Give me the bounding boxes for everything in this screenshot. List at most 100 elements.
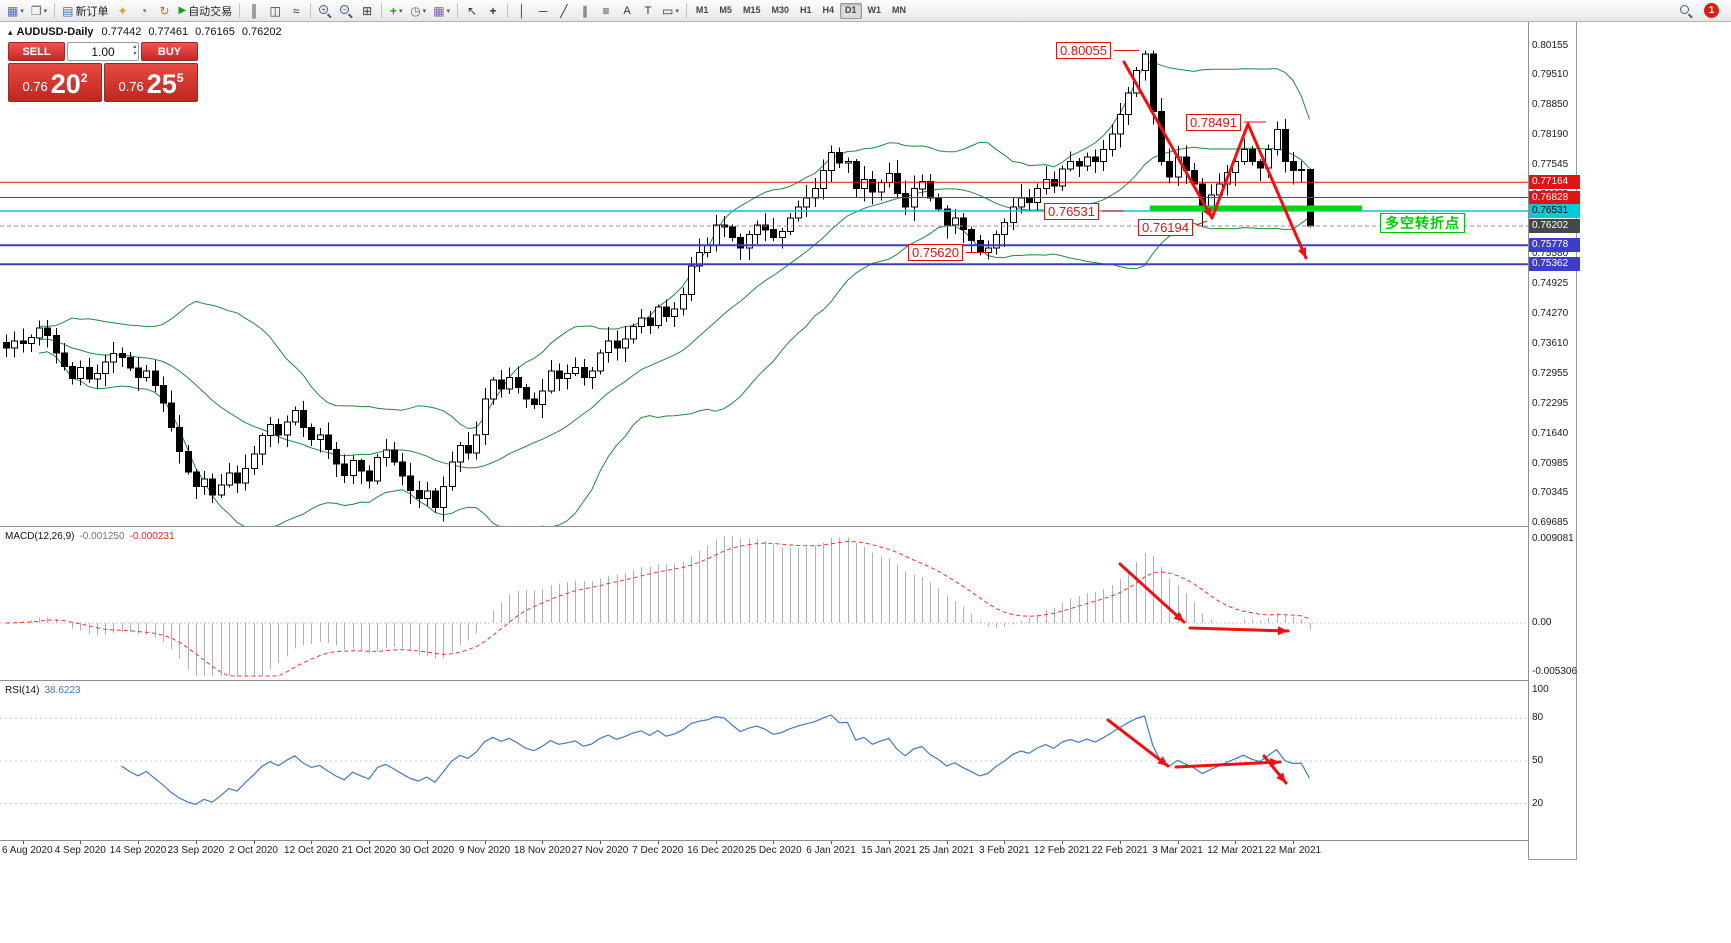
- toolbar-separator: [457, 3, 459, 18]
- chevron-down-icon: ▾: [675, 7, 679, 15]
- market-watch-button[interactable]: ◔: [133, 2, 153, 20]
- time-axis-label: 3 Mar 2021: [1152, 845, 1203, 856]
- new-chart-button[interactable]: ▦ ▾: [4, 2, 27, 20]
- timeframe-m5[interactable]: M5: [714, 3, 737, 19]
- price-scale-label: 0.72955: [1532, 367, 1569, 379]
- horizontal-line-button[interactable]: ─: [533, 2, 553, 20]
- volume-spinner[interactable]: ▴ ▾: [133, 44, 136, 58]
- ohlc-high: 0.77461: [148, 26, 189, 38]
- periods-button[interactable]: ◷ ▾: [407, 2, 429, 20]
- sell-button[interactable]: SELL: [8, 42, 65, 61]
- chart-profiles-button[interactable]: ❒ ▾: [28, 2, 50, 20]
- timeframe-mn[interactable]: MN: [887, 3, 911, 19]
- crosshair-button[interactable]: +: [483, 2, 503, 20]
- macd-panel-canvas[interactable]: [0, 528, 1528, 680]
- time-axis-label: 21 Oct 2020: [341, 845, 397, 856]
- time-axis-label: 27 Nov 2020: [571, 845, 629, 856]
- auto-trading-button[interactable]: ▶ 自动交易: [175, 2, 235, 20]
- time-axis-label: 16 Dec 2020: [687, 845, 744, 856]
- rsi-panel-canvas[interactable]: [0, 682, 1528, 840]
- sell-price-tile[interactable]: 0.76 20 2: [8, 63, 102, 102]
- price-scale-label: 0.75580: [1532, 248, 1569, 260]
- line-chart-button[interactable]: ≈: [286, 2, 306, 20]
- time-tick: [600, 841, 601, 844]
- toolbar-separator: [507, 3, 509, 18]
- spinner-down-icon[interactable]: ▾: [132, 51, 136, 57]
- buy-price-tile[interactable]: 0.76 25 5: [104, 63, 198, 102]
- time-axis-label: 12 Feb 2021: [1033, 845, 1091, 856]
- macd-label: MACD(12,26,9) -0.001250 -0.000231: [5, 531, 175, 542]
- price-tag[interactable]: 0.75362: [1529, 257, 1580, 272]
- timeframe-m15[interactable]: M15: [738, 3, 766, 19]
- order-document-icon: ▤: [62, 3, 74, 18]
- timeframe-m1[interactable]: M1: [691, 3, 714, 19]
- time-tick: [1235, 841, 1237, 844]
- tile-windows-button[interactable]: ⊞: [357, 2, 377, 20]
- price-tag[interactable]: 0.75778: [1529, 238, 1580, 253]
- time-axis[interactable]: 6 Aug 2020 4 Sep 2020 14 Sep 2020 23 Sep 20…: [0, 840, 1528, 860]
- trendline-button[interactable]: ╱: [554, 2, 574, 20]
- price-label-support-75620[interactable]: 0.75620: [908, 244, 963, 261]
- price-scale-label: 0.78850: [1532, 99, 1569, 111]
- time-axis-label: 15 Jan 2021: [861, 845, 917, 856]
- sell-price-sup: 2: [80, 71, 88, 85]
- bar-chart-button[interactable]: ║: [244, 2, 264, 20]
- price-scale-label: 0.70345: [1532, 486, 1569, 498]
- main-chart-canvas[interactable]: [0, 22, 1528, 526]
- channel-button[interactable]: ∥: [575, 2, 595, 20]
- volume-field[interactable]: 1.00 ▴ ▾: [67, 42, 139, 61]
- turning-point-label[interactable]: 多空转折点: [1380, 213, 1465, 233]
- buy-button[interactable]: BUY: [141, 42, 198, 61]
- profiles-button[interactable]: ✦: [112, 2, 132, 20]
- timeframe-h4[interactable]: H4: [817, 3, 839, 19]
- price-label-low-76194[interactable]: 0.76194: [1138, 219, 1193, 236]
- price-label-pivot-76531[interactable]: 0.76531: [1044, 203, 1099, 220]
- notification-badge[interactable]: 1: [1704, 3, 1719, 18]
- macd-name: MACD(12,26,9): [5, 531, 75, 542]
- ohlc-open: 0.77442: [101, 26, 142, 38]
- price-scale-label: 0.72295: [1532, 398, 1569, 409]
- zoom-out-button[interactable]: −: [336, 2, 356, 20]
- sell-button-label: SELL: [22, 45, 51, 58]
- fibonacci-icon: ≡: [602, 3, 610, 18]
- shapes-button[interactable]: ▭ ▾: [659, 2, 682, 20]
- cursor-button[interactable]: ↖: [462, 2, 482, 20]
- timeframe-w1[interactable]: W1: [863, 3, 887, 19]
- zoom-in-button[interactable]: +: [315, 2, 335, 20]
- refresh-icon: ↻: [159, 3, 170, 18]
- price-tag[interactable]: 0.77164: [1529, 175, 1580, 190]
- sell-price-big: 20: [50, 69, 81, 99]
- toolbar-separator: [54, 3, 56, 18]
- indicators-button[interactable]: + ▾: [386, 2, 406, 20]
- time-axis-label: 3 Feb 2021: [978, 845, 1030, 856]
- price-label-high-80055[interactable]: 0.80055: [1056, 42, 1111, 59]
- price-tag[interactable]: 0.76828: [1529, 190, 1580, 205]
- panel-divider[interactable]: [0, 680, 1576, 681]
- timeframe-d1[interactable]: D1: [840, 2, 862, 19]
- line-chart-icon: ≈: [292, 3, 300, 18]
- price-tag[interactable]: 0.76531: [1529, 204, 1580, 218]
- search-button[interactable]: [1676, 2, 1696, 20]
- time-axis-label: 2 Oct 2020: [229, 845, 278, 856]
- spinner-up-icon[interactable]: ▴: [132, 44, 136, 50]
- refresh-button[interactable]: ↻: [154, 2, 174, 20]
- price-scale-label: 0.73610: [1532, 338, 1569, 350]
- fibonacci-button[interactable]: ≡: [596, 2, 616, 20]
- current-price-tag[interactable]: 0.76202: [1529, 219, 1580, 233]
- auto-trading-label: 自动交易: [188, 5, 233, 18]
- price-label-high-78491[interactable]: 0.78491: [1186, 114, 1241, 131]
- zoom-in-icon: +: [318, 4, 332, 18]
- price-axis[interactable]: 0.80155 0.79510 0.78850 0.78190 0.77545 0.768…: [1528, 22, 1580, 859]
- profiles-window-icon: ❒: [30, 3, 42, 18]
- vertical-line-button[interactable]: │: [512, 2, 532, 20]
- text-tool-button[interactable]: A: [617, 2, 637, 20]
- zoom-out-icon: −: [339, 4, 353, 18]
- timeframe-h1[interactable]: H1: [795, 3, 817, 19]
- panel-divider[interactable]: [0, 526, 1576, 527]
- templates-button[interactable]: ▦ ▾: [430, 2, 453, 20]
- collapse-triangle-icon[interactable]: ▴: [8, 26, 13, 37]
- timeframe-m30[interactable]: M30: [766, 3, 794, 19]
- label-tool-button[interactable]: T: [638, 2, 658, 20]
- candlestick-chart-button[interactable]: ◫: [265, 2, 285, 20]
- new-order-button[interactable]: ▤ 新订单: [59, 2, 111, 20]
